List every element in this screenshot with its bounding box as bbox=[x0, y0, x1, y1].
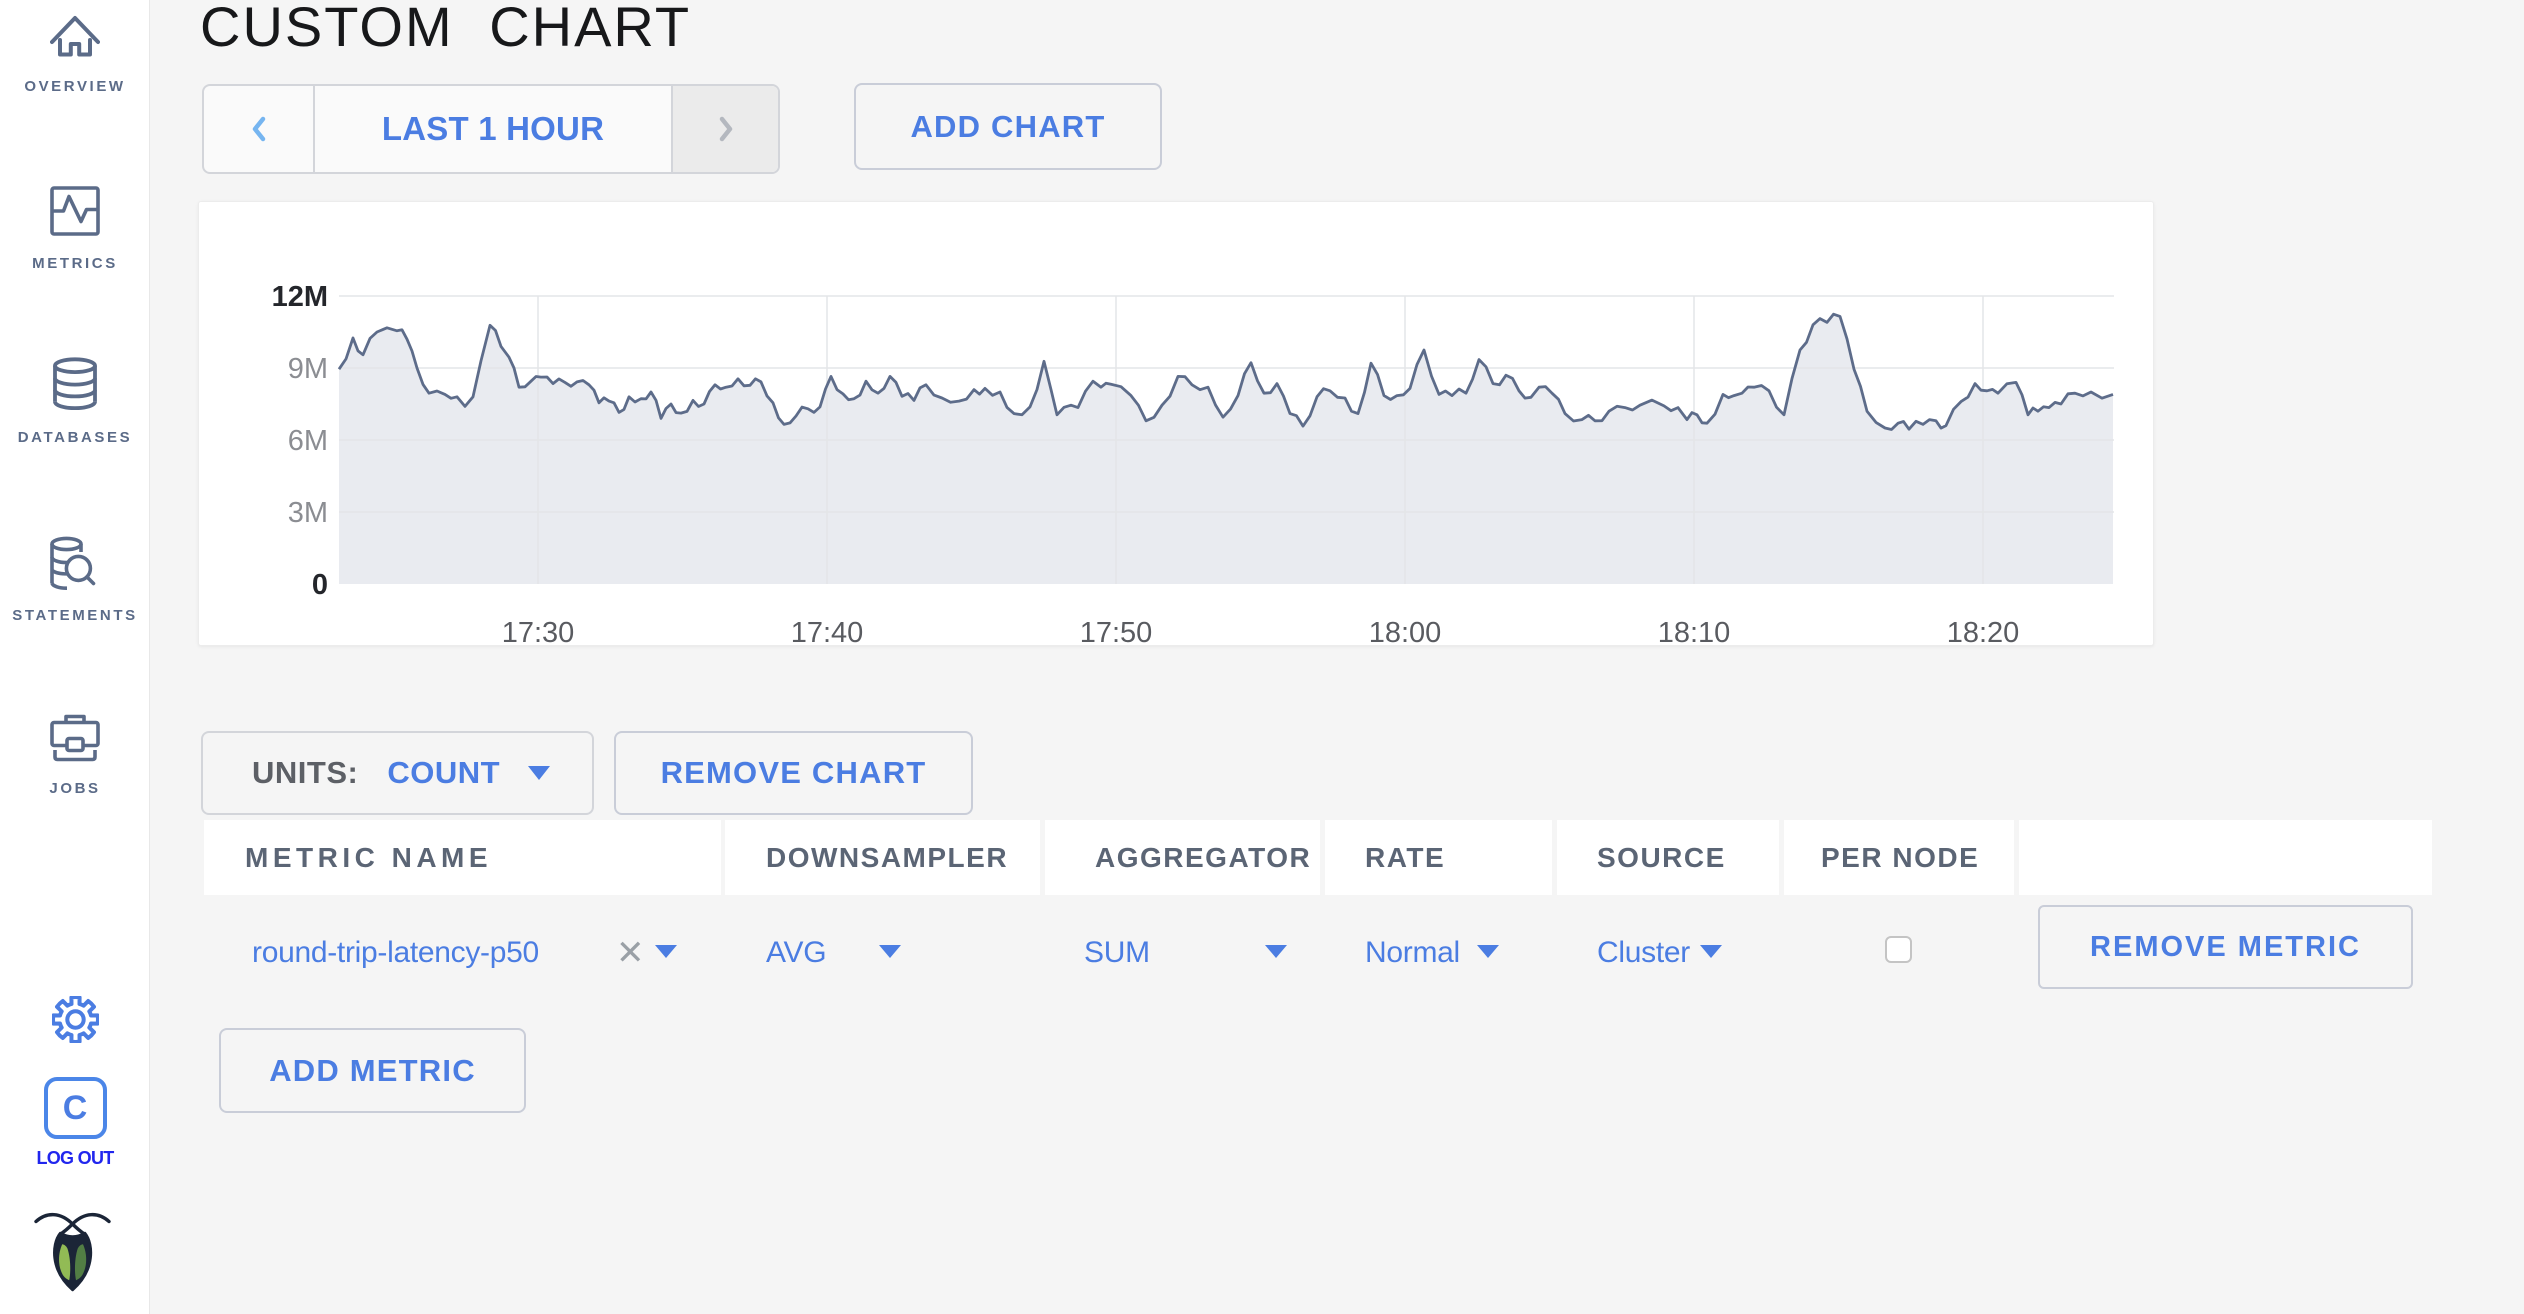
svg-text:12M: 12M bbox=[272, 281, 328, 313]
svg-text:17:40: 17:40 bbox=[791, 617, 864, 645]
svg-text:6M: 6M bbox=[288, 425, 328, 457]
svg-text:18:20: 18:20 bbox=[1947, 617, 2020, 645]
svg-text:9M: 9M bbox=[288, 353, 328, 385]
svg-text:0: 0 bbox=[312, 569, 328, 601]
svg-text:17:50: 17:50 bbox=[1080, 617, 1153, 645]
svg-text:18:10: 18:10 bbox=[1658, 617, 1731, 645]
svg-text:18:00: 18:00 bbox=[1369, 617, 1442, 645]
svg-text:3M: 3M bbox=[288, 497, 328, 529]
svg-text:17:30: 17:30 bbox=[502, 617, 575, 645]
